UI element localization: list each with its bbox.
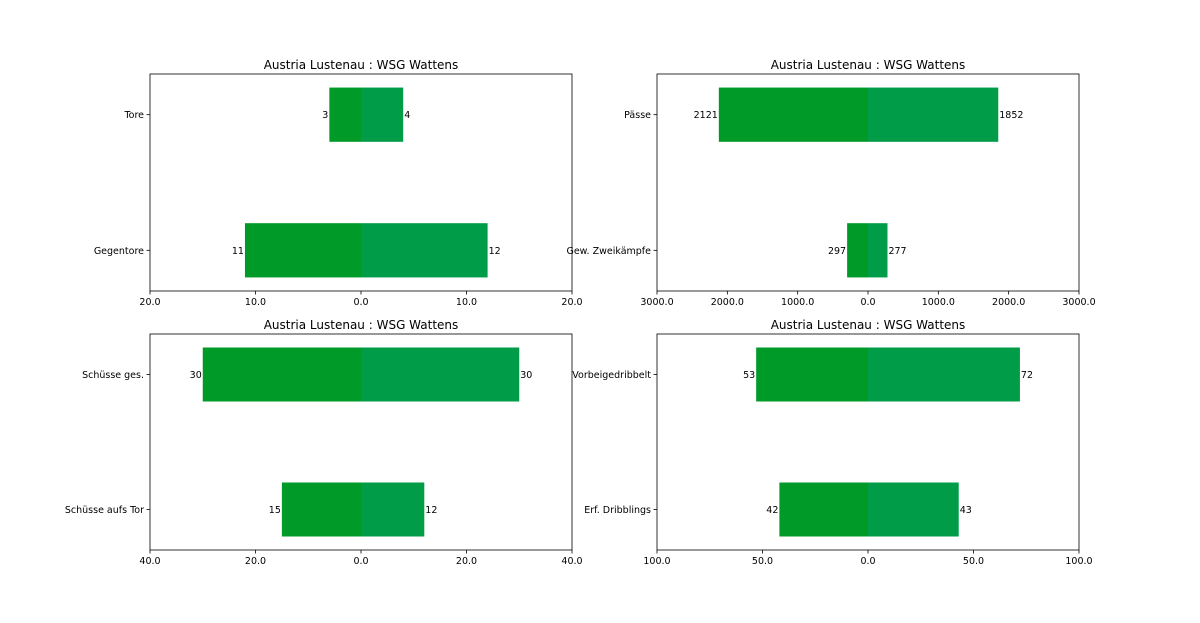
x-tick-label: 40.0 <box>139 556 160 567</box>
data-label-right: 12 <box>425 505 437 516</box>
x-tick-label: 2000.0 <box>711 297 744 308</box>
data-label-left: 3 <box>322 110 328 121</box>
bar-right-1 <box>361 482 425 537</box>
data-label-right: 277 <box>888 246 906 257</box>
y-tick-label: Vorbeigedribbelt <box>572 370 651 381</box>
chart-title: Austria Lustenau : WSG Wattens <box>771 58 966 72</box>
data-label-left: 42 <box>766 505 778 516</box>
x-tick-label: 100.0 <box>1065 556 1092 567</box>
data-label-left: 2121 <box>694 110 718 121</box>
chart-title: Austria Lustenau : WSG Wattens <box>264 58 459 72</box>
x-tick-label: 0.0 <box>353 297 368 308</box>
x-tick-label: 1000.0 <box>922 297 955 308</box>
y-tick-label: Schüsse ges. <box>82 370 144 381</box>
bar-left-0 <box>756 347 868 402</box>
data-label-right: 43 <box>960 505 972 516</box>
data-label-left: 11 <box>232 246 244 257</box>
x-tick-label: 0.0 <box>860 297 875 308</box>
x-tick-label: 40.0 <box>561 556 582 567</box>
chart-panel-dribbles: Austria Lustenau : WSG Wattens 53 72 Vorbei… <box>572 318 1092 567</box>
x-tick-label: 20.0 <box>561 297 582 308</box>
x-tick-label: 3000.0 <box>1062 297 1095 308</box>
bar-right-0 <box>868 347 1020 402</box>
data-label-left: 297 <box>828 246 846 257</box>
data-label-left: 15 <box>269 505 281 516</box>
data-label-right: 4 <box>404 110 410 121</box>
bar-left-0 <box>718 87 868 142</box>
x-tick-label: 10.0 <box>245 297 266 308</box>
data-label-left: 30 <box>190 370 202 381</box>
data-label-right: 12 <box>489 246 501 257</box>
y-tick-label: Gew. Zweikämpfe <box>566 246 651 257</box>
x-tick-label: 1000.0 <box>781 297 814 308</box>
bar-right-1 <box>361 223 488 278</box>
chart-title: Austria Lustenau : WSG Wattens <box>264 318 459 332</box>
chart-panel-goals: Austria Lustenau : WSG Wattens 3 4 Tore 11 12… <box>94 58 583 308</box>
data-label-right: 72 <box>1021 370 1033 381</box>
bar-left-1 <box>244 223 361 278</box>
y-tick-label: Schüsse aufs Tor <box>65 505 144 516</box>
bar-left-1 <box>779 482 868 537</box>
bar-right-0 <box>868 87 999 142</box>
chart-panel-shots: Austria Lustenau : WSG Wattens 30 30 Schüss… <box>65 318 583 567</box>
bar-right-0 <box>361 87 404 142</box>
bar-left-1 <box>847 223 868 278</box>
data-label-right: 30 <box>520 370 532 381</box>
x-tick-label: 100.0 <box>643 556 670 567</box>
bar-right-1 <box>868 482 959 537</box>
x-tick-label: 50.0 <box>963 556 984 567</box>
x-tick-label: 0.0 <box>353 556 368 567</box>
data-label-left: 53 <box>743 370 755 381</box>
chart-panel-passes: Austria Lustenau : WSG Wattens 2121 1852 Pä… <box>566 58 1095 308</box>
bar-right-0 <box>361 347 520 402</box>
x-tick-label: 50.0 <box>752 556 773 567</box>
bar-left-0 <box>202 347 361 402</box>
x-tick-label: 20.0 <box>456 556 477 567</box>
x-tick-label: 3000.0 <box>640 297 673 308</box>
bar-left-0 <box>329 87 361 142</box>
x-tick-label: 0.0 <box>860 556 875 567</box>
x-tick-label: 10.0 <box>456 297 477 308</box>
data-label-right: 1852 <box>999 110 1023 121</box>
x-tick-label: 2000.0 <box>992 297 1025 308</box>
y-tick-label: Tore <box>123 110 144 121</box>
y-tick-label: Gegentore <box>94 246 144 257</box>
chart-title: Austria Lustenau : WSG Wattens <box>771 318 966 332</box>
y-tick-label: Pässe <box>624 110 651 121</box>
y-tick-label: Erf. Dribblings <box>584 505 651 516</box>
bar-right-1 <box>868 223 888 278</box>
x-tick-label: 20.0 <box>139 297 160 308</box>
x-tick-label: 20.0 <box>245 556 266 567</box>
bar-left-1 <box>281 482 361 537</box>
